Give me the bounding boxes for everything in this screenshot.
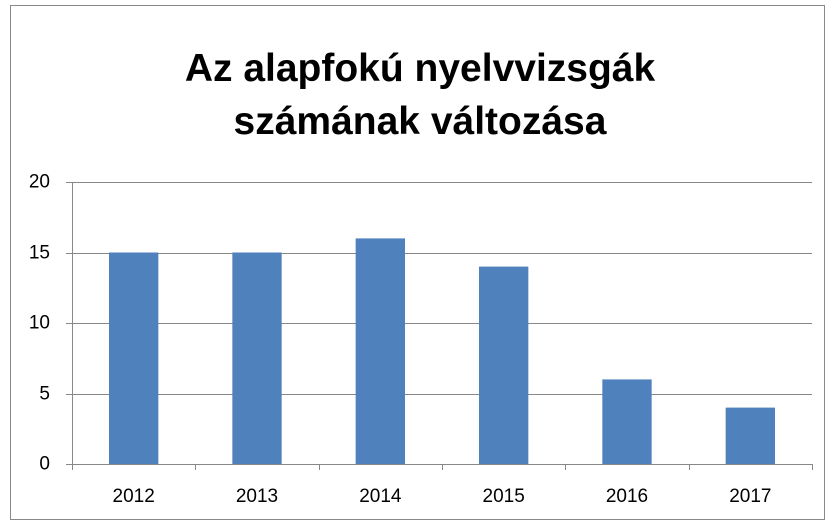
x-tick-label: 2017	[729, 486, 771, 507]
x-tick-label: 2016	[606, 486, 648, 507]
chart-title: Az alapfokú nyelvvizsgák számának változ…	[184, 47, 656, 143]
bar	[355, 238, 405, 464]
y-tick-label: 0	[39, 454, 50, 475]
y-tick-label: 20	[29, 172, 50, 193]
x-tick-label: 2014	[359, 486, 402, 507]
bar	[602, 379, 652, 464]
bar	[479, 266, 529, 464]
x-tick-label: 2013	[236, 486, 278, 507]
bar	[232, 252, 282, 464]
y-tick-label: 5	[39, 384, 50, 405]
y-tick-label: 10	[29, 313, 50, 334]
x-tick-label: 2012	[113, 486, 155, 507]
y-tick-label: 15	[29, 243, 50, 264]
bar	[109, 252, 159, 464]
bar	[725, 407, 775, 464]
x-tick-label: 2015	[483, 486, 525, 507]
